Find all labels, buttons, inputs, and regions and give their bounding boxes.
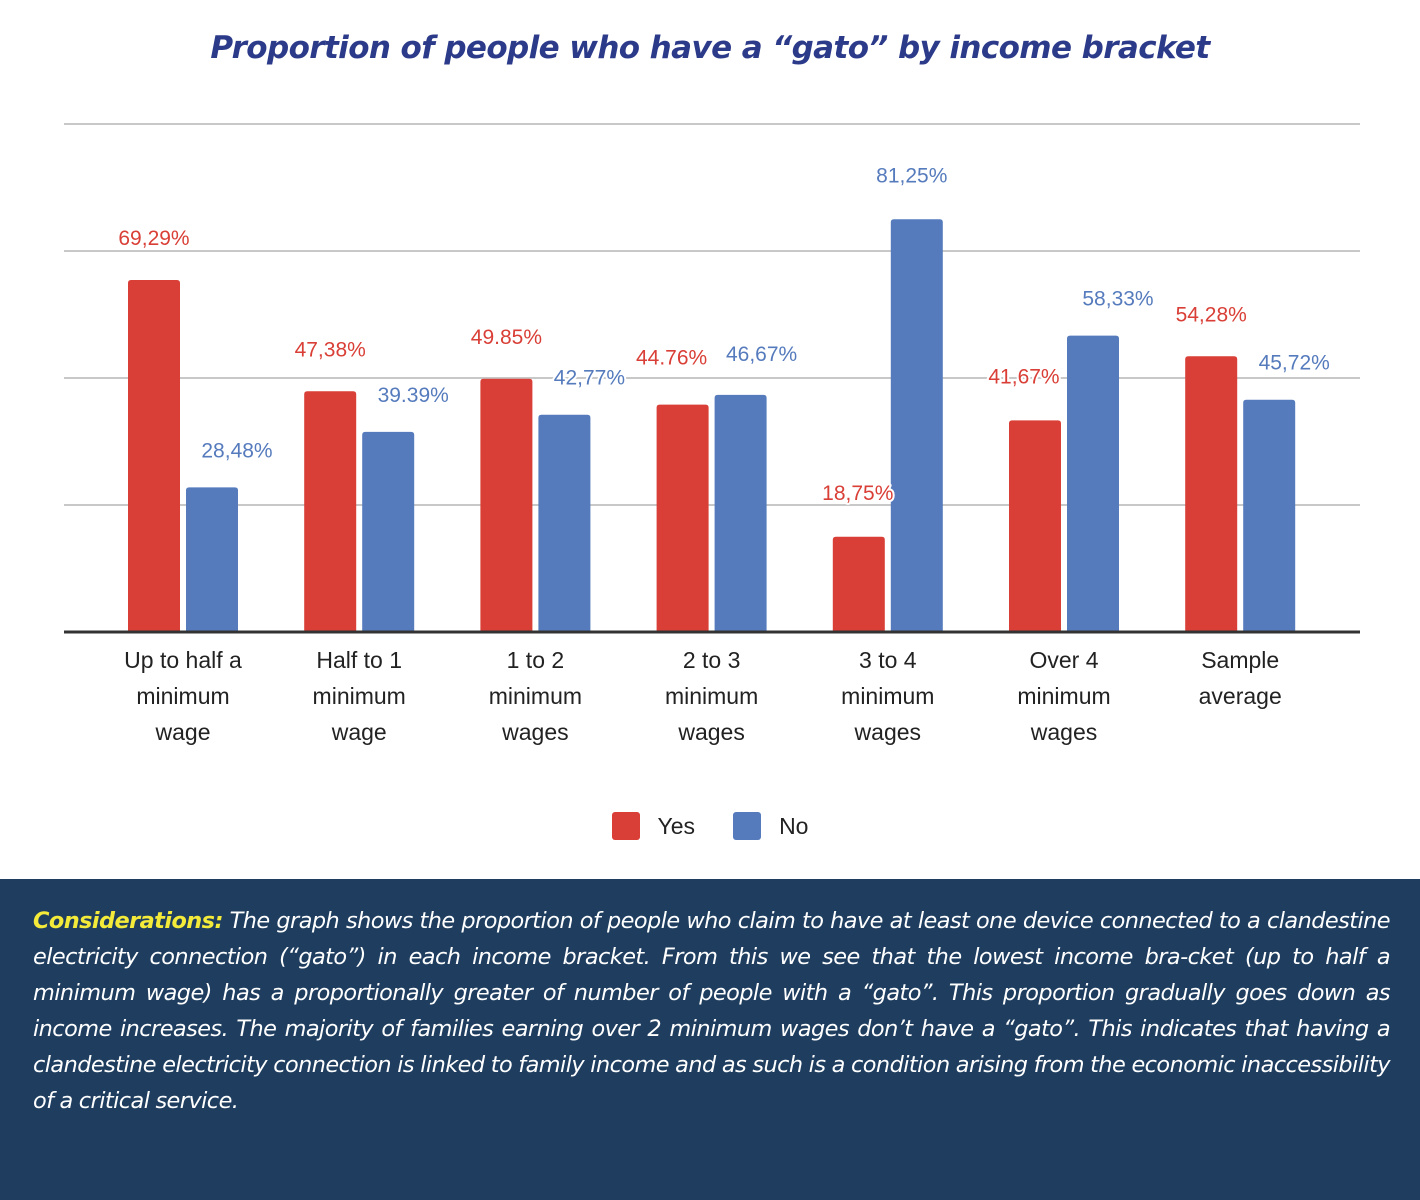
value-label-yes: 47,38% xyxy=(295,338,366,361)
category-label: 3 to 4 xyxy=(859,647,917,673)
considerations-body: The graph shows the proportion of people… xyxy=(33,908,1391,1114)
category-label: 2 to 3 xyxy=(683,647,741,673)
category-label: wages xyxy=(677,719,744,745)
bar-yes xyxy=(1185,356,1238,632)
bar-no xyxy=(538,414,591,632)
bar-yes xyxy=(480,378,533,632)
category-label: minimum xyxy=(1017,683,1110,709)
chart-legend: Yes No xyxy=(0,812,1420,840)
category-label: minimum xyxy=(841,683,934,709)
category-label: minimum xyxy=(489,683,582,709)
bar-no xyxy=(362,431,415,632)
value-label-yes: 69,29% xyxy=(118,227,189,250)
bar-yes xyxy=(304,391,357,632)
legend-label-no: No xyxy=(779,812,809,839)
bar-no xyxy=(714,394,767,632)
chart-title: Proportion of people who have a “gato” b… xyxy=(210,30,1210,66)
bar-yes xyxy=(1009,420,1061,632)
value-label-yes: 41,67% xyxy=(988,365,1059,388)
category-label: average xyxy=(1199,683,1282,709)
value-label-yes: 54,28% xyxy=(1176,303,1247,326)
value-label-no: 81,25% xyxy=(876,164,947,187)
category-label: minimum xyxy=(136,683,229,709)
legend-swatch-yes xyxy=(611,812,640,840)
value-label-yes: 44.76% xyxy=(636,347,707,370)
category-label: wage xyxy=(155,719,211,745)
bar-no xyxy=(1243,399,1296,632)
category-label: Sample xyxy=(1201,647,1279,673)
legend-item-no[interactable]: No xyxy=(733,812,808,840)
category-label: Half to 1 xyxy=(316,647,402,673)
value-label-no: 42,77% xyxy=(554,367,625,390)
bar-no xyxy=(186,487,238,632)
bar-yes xyxy=(128,280,180,632)
value-label-yes: 49.85% xyxy=(471,326,542,349)
value-label-no: 46,67% xyxy=(726,343,797,366)
category-label: wages xyxy=(501,719,568,745)
bar-no xyxy=(1067,335,1119,632)
category-label: minimum xyxy=(665,683,758,709)
bar-no xyxy=(890,219,943,632)
bar-yes xyxy=(832,536,885,632)
category-label: minimum xyxy=(313,683,406,709)
considerations-lead: Considerations: xyxy=(33,908,223,934)
legend-item-yes[interactable]: Yes xyxy=(611,812,696,840)
legend-swatch-no xyxy=(733,812,762,840)
category-label: wage xyxy=(331,719,387,745)
category-label: Over 4 xyxy=(1029,647,1098,673)
category-label: wages xyxy=(1030,719,1097,745)
bar-chart: 69,29% 28,48% Up to half a minimum wage 47,38… xyxy=(64,123,1360,745)
value-label-no: 45,72% xyxy=(1259,352,1330,375)
value-label-no: 58,33% xyxy=(1082,288,1153,311)
value-label-no: 39.39% xyxy=(378,384,449,407)
category-label: wages xyxy=(854,719,921,745)
value-label-no: 28,48% xyxy=(201,439,272,462)
legend-label-yes: Yes xyxy=(657,812,696,839)
considerations-panel: Considerations: The graph shows the prop… xyxy=(0,879,1420,1200)
category-label: 1 to 2 xyxy=(507,647,565,673)
category-label: Up to half a xyxy=(124,647,242,673)
value-label-yes: 18,75% xyxy=(822,482,893,505)
bar-yes xyxy=(656,404,709,632)
considerations-text: Considerations: The graph shows the prop… xyxy=(33,903,1391,1119)
